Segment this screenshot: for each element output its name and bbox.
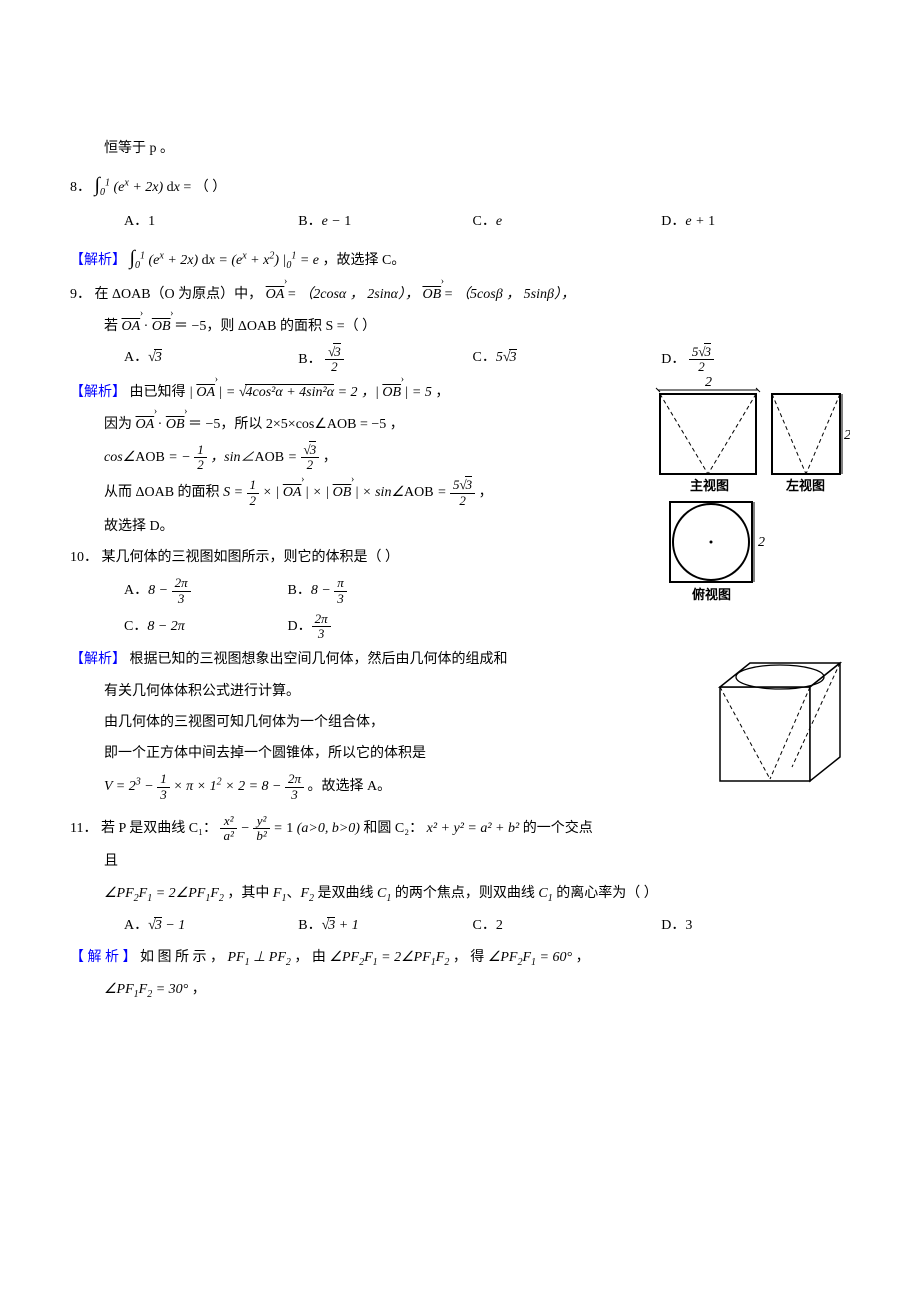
q8-opt-d: D．e + 1	[661, 209, 850, 234]
q7-remainder-text: 恒等于 p 。	[104, 141, 174, 156]
svg-text:主视图: 主视图	[690, 478, 729, 493]
q8-tail: = （ ）	[183, 180, 226, 195]
svg-text:左视图: 左视图	[786, 478, 825, 493]
svg-text:2: 2	[758, 535, 765, 550]
q10-opt-b: B．8 − π3	[288, 583, 347, 598]
q11-solution-l1: 【 解 析 】 如 图 所 示 ， PF1 ⊥ PF2 ， 由 ∠PF2F1 =…	[70, 945, 850, 972]
q8-opt-c: C．e	[473, 209, 662, 234]
svg-text:俯视图: 俯视图	[692, 587, 731, 602]
q11-opt-d: D．3	[661, 913, 850, 938]
q8-sol-tail: ，故选择 C。	[323, 253, 406, 268]
q8-opt-a: A．1	[124, 209, 298, 234]
three-view-diagram: 2 主视图 2 左视图 2 俯视图	[650, 374, 850, 604]
q11-and: 且	[70, 849, 850, 874]
svg-text:2: 2	[844, 428, 850, 443]
q8-options: A．1 B．e − 1 C．e D．e + 1	[70, 209, 850, 234]
q9-stem-line1: 9． 在 ΔOAB（O 为原点）中， OA = （2cosα ， 2sinα），…	[70, 282, 850, 307]
q10-opt-c: C．8 − 2π	[124, 614, 284, 639]
solution-tag: 【解析】	[70, 652, 126, 667]
three-view-svg: 2 主视图 2 左视图 2 俯视图	[650, 374, 850, 604]
q9-opt-a: A．3	[124, 345, 298, 375]
solid-3d-svg	[700, 651, 850, 801]
q9-num: 9．	[70, 287, 91, 302]
q11-options: A．3 − 1 B．3 + 1 C．2 D．3	[70, 913, 850, 938]
q10-options-row2: C．8 − 2π D．2π3	[70, 612, 850, 642]
q8-opt-b: B．e − 1	[298, 209, 472, 234]
q9-opt-c: C．53	[473, 345, 662, 375]
q11-num: 11．	[70, 821, 97, 836]
solution-tag: 【解析】	[70, 253, 126, 268]
q8-num: 8．	[70, 180, 91, 195]
q11-opt-b: B．3 + 1	[298, 913, 472, 938]
q10-opt-a: A．8 − 2π3	[124, 576, 284, 606]
solid-3d-diagram	[700, 651, 850, 801]
q10-num: 10．	[70, 550, 98, 565]
q9-stem-line2: 若 OA · OB ＝ −5，则 ΔOAB 的面积 S =（ ）	[70, 314, 850, 339]
q9-opt-d: D． 532	[661, 345, 850, 375]
q9-opt-b: B． 32	[298, 345, 472, 375]
solution-tag: 【解析】	[70, 385, 126, 400]
q11-opt-a: A．3 − 1	[124, 913, 298, 938]
q8-stem: 8． ∫01 (ex + 2x) dx = （ ）	[70, 167, 850, 203]
q11-opt-c: C．2	[473, 913, 662, 938]
q11-solution-l2: ∠PF1F2 = 30° ，	[70, 977, 850, 1004]
solution-tag: 【 解 析 】	[70, 950, 137, 965]
q9-options: A．3 B． 32 C．53 D． 532	[70, 345, 850, 375]
q11-stem-l2: ∠PF2F1 = 2∠PF1F2 ，其中 F1、F2 是双曲线 C1 的两个焦点…	[70, 881, 850, 908]
q8-solution: 【解析】 ∫01 (ex + 2x) dx = (ex + x2) |01 = …	[70, 240, 850, 276]
svg-text:2: 2	[705, 375, 712, 390]
q10-opt-d: D．2π3	[288, 619, 331, 634]
q11-stem-l1: 11． 若 P 是双曲线 C₁： x²a² − y²b² = 1 (a>0, b…	[70, 814, 850, 844]
q7-remainder: 恒等于 p 。	[70, 136, 850, 161]
